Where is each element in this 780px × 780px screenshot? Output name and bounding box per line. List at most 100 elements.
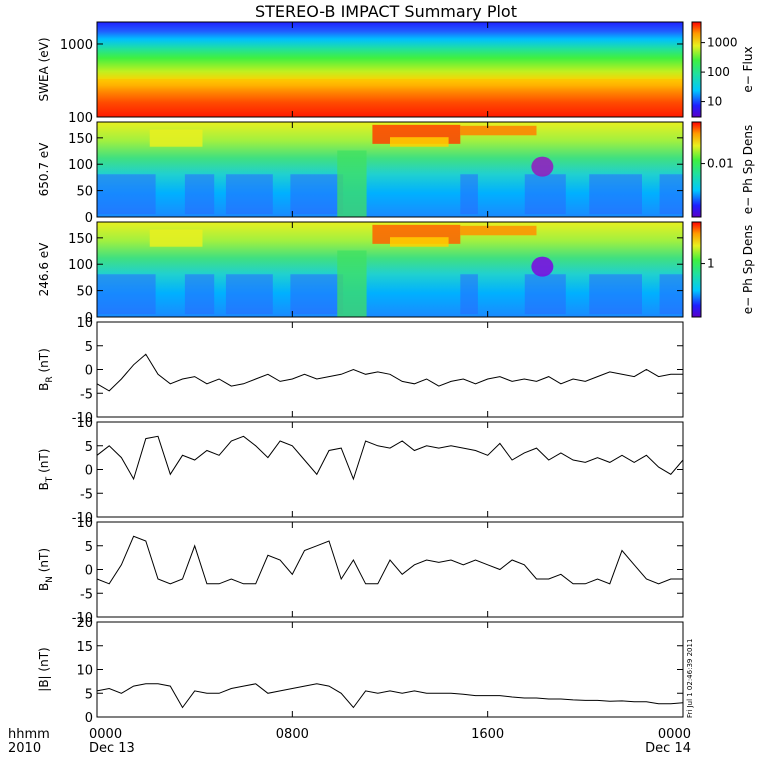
br-ytick-label: 5 [85, 340, 93, 355]
bmag-plot-area [97, 622, 683, 717]
pad246-low-region [524, 274, 566, 315]
panel-bmag: 20 15 10 5 0 |B| (nT) [37, 616, 684, 726]
pad246-hot-region [390, 237, 449, 247]
pad650-colorbar [691, 121, 702, 218]
pad650-low-region [589, 174, 642, 215]
bn-ytick-label: -10 [72, 611, 93, 626]
panel-pad650: 0.01 e− Ph Sp Dens 150 100 50 0 650.7 eV [37, 121, 755, 226]
bt-ylabel: BT (nT) [37, 449, 55, 491]
pad650-hot-region [390, 137, 449, 147]
bt-ytick-label: 10 [76, 416, 93, 431]
panel-bt: 10 5 0 -5 -10 BT (nT) [37, 416, 684, 526]
pad650-low-region [524, 174, 566, 215]
x-tick-label-time: 0800 [276, 727, 309, 742]
swea-ytick-label: 1000 [60, 38, 93, 53]
br-plot-area [97, 322, 683, 417]
bmag-ylabel: |B| (nT) [37, 647, 51, 691]
x-corner-hhmm: hhmm [8, 727, 50, 742]
pad246-hot-region [460, 225, 537, 236]
bmag-series-line [96, 683, 684, 709]
pad650-hot-region [460, 125, 537, 136]
bn-ytick-label: 5 [85, 540, 93, 555]
side-timestamp: Fri Jul 1 02:46:39 2011 [686, 639, 694, 718]
pad650-colorbar-label: e− Ph Sp Dens [741, 125, 755, 214]
pad246-low-region [225, 274, 273, 315]
br-ytick-label: 10 [76, 316, 93, 331]
swea-colorbar-tick-label: 1000 [707, 36, 738, 50]
pad650-low-region [97, 174, 156, 215]
pad650-ytick-label: 0 [85, 211, 93, 226]
swea-ytick-label: 100 [68, 111, 93, 126]
br-ytick-label: 0 [85, 364, 93, 379]
bt-series-line [96, 435, 684, 481]
pad246-ytick-label: 0 [85, 311, 93, 326]
x-tick-label-time: 0000 [89, 727, 122, 742]
pad650-ytick-label: 50 [76, 185, 93, 200]
pad246-ytick-label: 50 [76, 285, 93, 300]
bt-plot-area [97, 422, 683, 517]
pad650-ytick-label: 150 [68, 132, 93, 147]
pad246-low-region [460, 274, 478, 315]
swea-colorbar-tick-label: 10 [707, 95, 722, 109]
pad650-green-band [337, 150, 367, 217]
pad246-low-region [589, 274, 642, 315]
pad650-minimum-spot [531, 156, 554, 177]
pad650-low-region [290, 174, 344, 215]
pad246-frame [96, 221, 684, 318]
bn-ytick-label: -5 [80, 587, 93, 602]
pad650-ylabel: 650.7 eV [37, 142, 51, 197]
swea-colorbar-tick-label: 100 [707, 65, 730, 79]
panel-pad246: 1 e− Ph Sp Dens 150 100 50 0 246.6 eV [37, 221, 755, 326]
pad650-low-region [460, 174, 478, 215]
bmag-ytick-label: 20 [76, 616, 93, 631]
panel-bn: 10 5 0 -5 -10 BN (nT) [37, 516, 684, 626]
pad650-frame [96, 121, 684, 218]
br-ytick-label: -10 [72, 411, 93, 426]
pad246-ytick-label: 150 [68, 232, 93, 247]
pad246-low-region [184, 274, 215, 315]
swea-band [97, 79, 683, 85]
bn-ytick-label: 10 [76, 516, 93, 531]
pad246-colorbar [691, 221, 702, 318]
pad246-ylabel: 246.6 eV [37, 242, 51, 297]
bt-ytick-label: -5 [80, 487, 93, 502]
pad246-colorbar-tick-label: 1 [707, 257, 715, 271]
pad246-low-region [97, 274, 156, 315]
pad246-hot-region [149, 229, 203, 247]
bn-ylabel: BN (nT) [37, 548, 55, 591]
pad246-low-region [290, 274, 344, 315]
bn-series-line [96, 535, 683, 585]
swea-ylabel: SWEA (eV) [37, 37, 51, 101]
pad246-low-region [659, 274, 683, 315]
pad650-low-region [184, 174, 215, 215]
pad246-ytick-label: 100 [68, 258, 93, 273]
pad246-minimum-spot [531, 256, 554, 277]
swea-colorbar-label: e− Flux [741, 46, 755, 92]
x-tick-label-time: 0000 [658, 727, 691, 742]
pad650-ytick-label: 100 [68, 158, 93, 173]
bmag-ytick-label: 0 [85, 711, 93, 726]
swea-colorbar [691, 21, 702, 118]
pad650-colorbar-tick-label: 0.01 [707, 157, 734, 171]
br-ytick-label: -5 [80, 387, 93, 402]
x-tick-label-date: Dec 13 [89, 741, 135, 756]
pad650-low-region [659, 174, 683, 215]
bmag-ytick-label: 15 [76, 640, 93, 655]
br-ylabel: BR (nT) [37, 348, 55, 391]
bn-ytick-label: 0 [85, 564, 93, 579]
br-series-line [96, 353, 683, 392]
pad650-hot-region [149, 129, 203, 147]
x-tick-label-time: 1600 [471, 727, 504, 742]
pad650-low-region [225, 174, 273, 215]
bmag-ytick-label: 10 [76, 664, 93, 679]
swea-heatmap-field [97, 22, 683, 117]
x-tick-label-date: Dec 14 [645, 741, 691, 756]
bn-plot-area [97, 522, 683, 617]
bt-ytick-label: 0 [85, 464, 93, 479]
swea-frame [96, 21, 684, 118]
bt-ytick-label: 5 [85, 440, 93, 455]
pad246-green-band [337, 250, 367, 317]
panel-br: 10 5 0 -5 -10 BR (nT) [37, 316, 684, 426]
